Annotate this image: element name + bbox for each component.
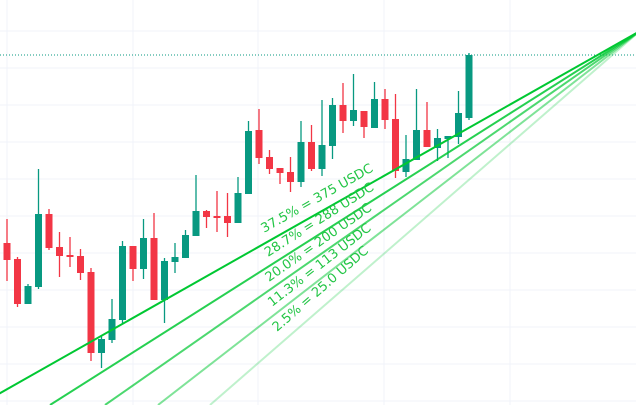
candle-body <box>266 157 273 169</box>
candle-body <box>350 110 357 121</box>
candle-body <box>171 257 179 262</box>
candle-body <box>140 238 147 269</box>
candle-body <box>255 130 263 158</box>
fan-line <box>0 32 636 395</box>
candle <box>287 157 294 192</box>
candle <box>350 74 357 126</box>
candle-body <box>150 238 158 300</box>
candle <box>35 169 42 289</box>
candle <box>14 257 21 307</box>
fan-line <box>49 32 636 405</box>
candle <box>192 175 200 236</box>
candle-body <box>77 256 84 273</box>
candle-body <box>203 211 210 217</box>
candle <box>119 241 126 324</box>
candle <box>203 210 210 228</box>
candles <box>3 53 473 368</box>
candle <box>245 121 252 194</box>
candle <box>98 335 105 368</box>
candle-body <box>234 193 242 223</box>
candle-body <box>402 159 410 172</box>
fan-line <box>209 33 636 405</box>
candle <box>318 100 326 176</box>
candle-body <box>444 136 452 139</box>
candle-body <box>360 111 368 127</box>
candle <box>108 299 116 343</box>
candle-body <box>66 255 74 257</box>
candle <box>423 102 431 147</box>
candle-body <box>371 99 378 128</box>
candle-body <box>465 55 473 118</box>
candle-body <box>3 243 11 260</box>
candle-body <box>129 246 137 269</box>
candle-body <box>161 261 168 300</box>
candle-body <box>87 272 95 353</box>
candle <box>329 98 336 159</box>
candle <box>213 191 221 232</box>
candle-body <box>381 99 389 120</box>
candle-body <box>98 339 105 353</box>
candle-body <box>45 214 53 248</box>
candle-body <box>14 259 21 304</box>
fan-line <box>157 32 636 405</box>
candle <box>234 177 242 223</box>
candle <box>56 232 63 277</box>
candle <box>276 168 284 184</box>
candle-body <box>224 216 231 223</box>
candle-body <box>276 168 284 173</box>
candle-body <box>318 145 326 169</box>
candle <box>360 111 368 138</box>
candle-body <box>56 247 63 256</box>
candle <box>413 89 420 160</box>
candle <box>45 209 53 250</box>
candle-body <box>413 130 420 160</box>
candle <box>150 213 158 300</box>
candle-body <box>245 131 252 194</box>
candle <box>87 268 95 361</box>
candle <box>24 284 32 304</box>
candle <box>402 135 410 177</box>
fan-lines[interactable] <box>0 31 636 405</box>
candle-body <box>213 216 221 218</box>
candle-body <box>423 130 431 147</box>
candle-body <box>119 246 126 320</box>
candle <box>182 230 189 258</box>
candle <box>455 91 462 144</box>
candle-body <box>192 211 200 236</box>
candle <box>392 94 399 178</box>
fan-line <box>104 32 636 405</box>
candle-body <box>434 138 441 148</box>
candle-body <box>455 113 462 137</box>
candle-body <box>182 235 189 258</box>
candle <box>297 121 305 187</box>
candle <box>224 193 231 237</box>
candle <box>3 219 11 281</box>
fan-labels: 37.5% = 375 USDC 28.7% = 288 USDC 20.0% … <box>259 161 377 335</box>
candle-body <box>308 142 315 169</box>
candle <box>77 249 84 280</box>
candle <box>66 237 74 267</box>
candle <box>171 243 179 273</box>
candle <box>371 82 378 128</box>
candle-body <box>339 105 347 121</box>
candle <box>308 125 315 171</box>
candle-body <box>297 142 305 182</box>
candle-body <box>287 172 294 182</box>
candle-body <box>392 119 399 171</box>
candle <box>161 258 168 323</box>
candle <box>339 83 347 133</box>
candle-body <box>329 105 336 146</box>
candle <box>129 246 137 281</box>
candle <box>255 109 263 164</box>
candle-body <box>35 214 42 287</box>
candle <box>465 53 473 120</box>
candle <box>381 89 389 129</box>
candle <box>140 219 147 279</box>
candle-body <box>24 286 32 304</box>
candle <box>266 150 273 174</box>
